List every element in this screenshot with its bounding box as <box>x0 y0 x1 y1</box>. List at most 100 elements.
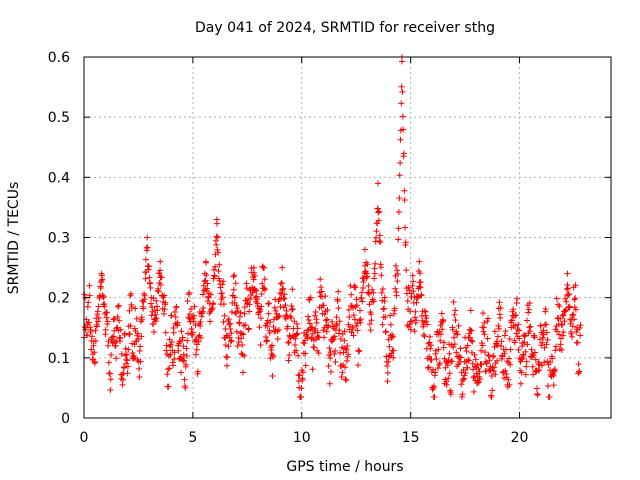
data-point <box>569 323 576 330</box>
data-point <box>234 342 241 349</box>
data-point <box>180 343 187 350</box>
data-point <box>180 351 187 358</box>
data-point <box>428 342 435 349</box>
data-point <box>517 380 524 387</box>
data-point <box>558 346 565 353</box>
data-point <box>101 303 108 310</box>
data-point <box>150 329 157 336</box>
data-point <box>295 378 302 385</box>
data-point <box>236 313 243 320</box>
data-point <box>457 354 464 361</box>
data-point <box>523 358 530 365</box>
data-point <box>408 317 415 324</box>
data-point <box>84 321 91 328</box>
data-point <box>286 352 293 359</box>
data-point <box>441 339 448 346</box>
data-point <box>264 337 271 344</box>
data-point <box>465 356 472 363</box>
data-point <box>394 271 401 278</box>
data-point <box>559 311 566 318</box>
data-point <box>337 335 344 342</box>
data-point <box>459 391 466 398</box>
data-point <box>131 355 138 362</box>
data-point <box>358 289 365 296</box>
data-point <box>261 285 268 292</box>
data-point <box>464 364 471 371</box>
data-point <box>458 381 465 388</box>
data-point <box>92 327 99 334</box>
data-point <box>342 364 349 371</box>
data-point <box>215 249 222 256</box>
data-point <box>518 356 525 363</box>
data-point <box>390 354 397 361</box>
data-point <box>543 341 550 348</box>
data-point <box>157 267 164 274</box>
data-point <box>94 308 101 315</box>
data-point <box>406 286 413 293</box>
data-point <box>538 362 545 369</box>
data-point <box>214 234 221 241</box>
data-point <box>532 349 539 356</box>
data-point <box>351 282 358 289</box>
data-point <box>410 278 417 285</box>
data-point <box>188 325 195 332</box>
data-point <box>289 286 296 293</box>
data-point <box>228 330 235 337</box>
data-point <box>545 382 552 389</box>
data-point <box>370 289 377 296</box>
data-point <box>114 313 121 320</box>
data-point <box>153 315 160 322</box>
data-point <box>191 303 198 310</box>
data-point <box>309 324 316 331</box>
data-point <box>207 318 214 325</box>
data-point <box>144 234 151 241</box>
data-point <box>341 328 348 335</box>
data-point <box>399 88 406 95</box>
data-point <box>356 348 363 355</box>
data-point <box>376 232 383 239</box>
data-point <box>231 294 238 301</box>
data-point <box>243 285 250 292</box>
data-point <box>239 341 246 348</box>
data-point <box>304 313 311 320</box>
data-point <box>326 352 333 359</box>
data-point <box>438 331 444 338</box>
data-point <box>272 307 279 314</box>
data-point <box>313 319 320 326</box>
data-point <box>166 365 173 372</box>
data-point <box>333 320 340 327</box>
data-point <box>220 278 227 285</box>
data-point <box>295 371 302 378</box>
data-point <box>483 360 490 367</box>
x-tick-label: 10 <box>293 430 311 446</box>
data-point <box>378 272 385 279</box>
data-point <box>331 333 338 340</box>
data-point <box>150 295 157 302</box>
data-point <box>519 340 526 347</box>
data-point <box>394 267 401 274</box>
data-point <box>233 328 240 335</box>
data-point <box>402 224 409 231</box>
data-point <box>563 286 570 293</box>
data-point <box>445 357 452 364</box>
data-point <box>446 350 453 357</box>
data-point <box>351 316 358 323</box>
data-point <box>271 304 278 311</box>
data-point <box>371 265 378 272</box>
data-point <box>171 308 178 315</box>
data-point <box>325 322 332 329</box>
data-point <box>216 261 223 268</box>
data-point <box>137 318 144 325</box>
data-point <box>550 372 557 379</box>
data-point <box>175 347 182 354</box>
data-point <box>222 342 229 349</box>
data-point <box>521 339 528 346</box>
data-point <box>564 270 571 277</box>
data-point <box>201 278 208 285</box>
data-point <box>86 282 93 289</box>
data-point <box>352 284 359 291</box>
data-point <box>379 321 386 328</box>
data-point <box>170 329 177 336</box>
data-point <box>145 263 152 270</box>
data-point <box>524 341 531 348</box>
